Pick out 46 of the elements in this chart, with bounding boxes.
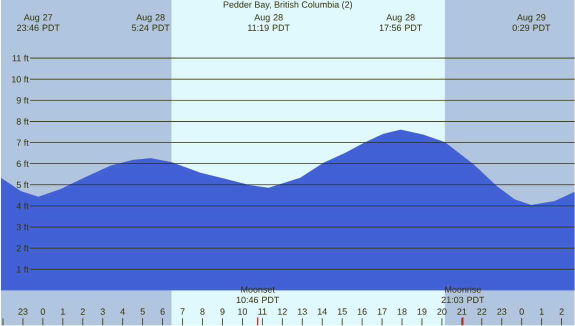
x-tick-label: 20 <box>437 308 447 315</box>
x-tick-label: 23 <box>18 308 28 315</box>
x-tick-label: 5 <box>140 308 145 315</box>
x-tick-label: 3 <box>100 308 105 315</box>
y-tick-label: 5 ft <box>16 182 29 188</box>
x-tick-label: 8 <box>200 308 205 315</box>
y-tick-label: 10 ft <box>12 76 29 83</box>
x-tick-label: 7 <box>180 308 185 315</box>
annotation: Aug 28 5:24 PDT <box>132 14 170 32</box>
x-tick-label: 14 <box>318 308 327 315</box>
x-tick-label: 18 <box>398 308 407 315</box>
x-tick-label: 10 <box>238 308 248 315</box>
x-tick-label: 2 <box>560 308 564 315</box>
x-tick-label: 4 <box>120 308 125 315</box>
annotation: Aug 28 17:56 PDT <box>380 14 422 32</box>
annotation: Aug 29 0:29 PDT <box>512 14 550 32</box>
y-tick-label: 4 ft <box>16 202 29 210</box>
x-tick-label: 21 <box>457 308 466 315</box>
chart-title: Pedder Bay, British Columbia (2) <box>224 1 352 10</box>
y-tick-label: 11 ft <box>12 54 29 62</box>
annotation: Moonrise 21:03 PDT <box>442 286 484 304</box>
x-tick-label: 6 <box>160 308 165 315</box>
x-tick-label: 2 <box>80 308 85 315</box>
x-tick-label: 16 <box>358 308 367 315</box>
x-tick-label: 17 <box>378 308 387 315</box>
x-tick-label: 11 <box>258 308 267 315</box>
x-tick-label: 13 <box>298 308 307 315</box>
x-tick-label: 0 <box>40 308 46 315</box>
y-tick-label: 2 ft <box>16 244 29 252</box>
x-tick-label: 19 <box>418 308 427 315</box>
x-tick-label: 12 <box>278 308 287 315</box>
y-tick-label: 3 ft <box>16 224 29 230</box>
x-tick-label: 1 <box>540 308 544 315</box>
x-tick-label: 9 <box>220 308 225 315</box>
x-tick-label: 15 <box>338 308 347 315</box>
y-tick-label: 6 ft <box>16 160 29 168</box>
x-tick-label: 23 <box>497 308 506 315</box>
x-tick-label: 1 <box>61 308 65 315</box>
annotation: Aug 28 11:19 PDT <box>248 14 290 32</box>
y-tick-label: 7 ft <box>16 139 29 146</box>
x-tick-label: 22 <box>477 308 486 315</box>
annotation: Aug 27 23:46 PDT <box>17 14 60 32</box>
y-tick-label: 9 ft <box>16 97 29 104</box>
x-tick-label: 0 <box>520 308 524 315</box>
y-tick-label: 1 ft <box>16 266 29 273</box>
y-tick-label: 8 ft <box>16 118 29 125</box>
